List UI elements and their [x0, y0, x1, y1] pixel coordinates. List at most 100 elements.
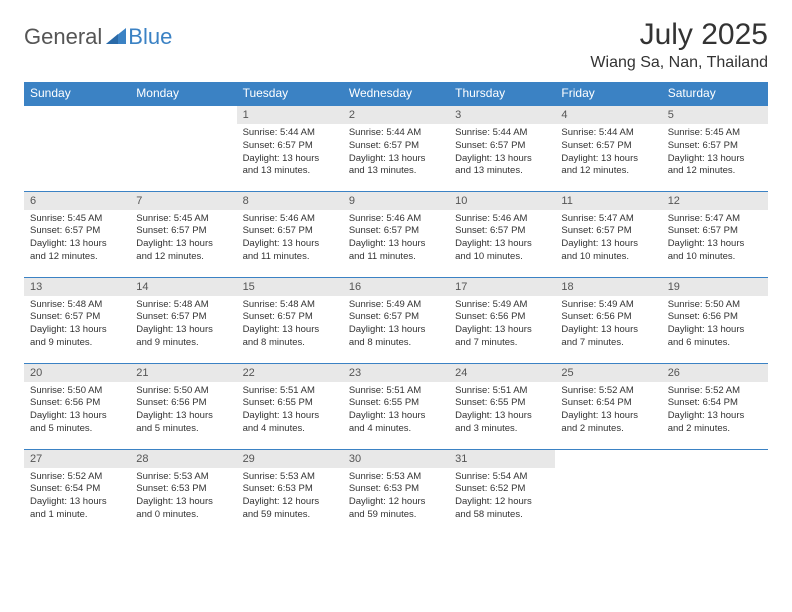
day-details: Sunrise: 5:45 AMSunset: 6:57 PMDaylight:…	[24, 210, 130, 268]
daylight-text: Daylight: 13 hours and 12 minutes.	[30, 238, 124, 264]
daylight-text: Daylight: 13 hours and 13 minutes.	[349, 153, 443, 179]
sunrise-text: Sunrise: 5:45 AM	[30, 213, 124, 226]
daylight-text: Daylight: 13 hours and 8 minutes.	[349, 324, 443, 350]
brand-part2: Blue	[128, 24, 172, 50]
sunset-text: Sunset: 6:57 PM	[30, 225, 124, 238]
day-details: Sunrise: 5:54 AMSunset: 6:52 PMDaylight:…	[449, 468, 555, 526]
sunset-text: Sunset: 6:57 PM	[243, 311, 337, 324]
day-number: 12	[662, 192, 768, 210]
daylight-text: Daylight: 13 hours and 7 minutes.	[455, 324, 549, 350]
calendar-cell: 20Sunrise: 5:50 AMSunset: 6:56 PMDayligh…	[24, 363, 130, 449]
sunrise-text: Sunrise: 5:47 AM	[561, 213, 655, 226]
brand-triangle-icon	[106, 26, 126, 49]
location-text: Wiang Sa, Nan, Thailand	[590, 54, 768, 72]
sunrise-text: Sunrise: 5:49 AM	[561, 299, 655, 312]
day-number: 3	[449, 106, 555, 124]
calendar-cell: 14Sunrise: 5:48 AMSunset: 6:57 PMDayligh…	[130, 277, 236, 363]
day-details: Sunrise: 5:48 AMSunset: 6:57 PMDaylight:…	[130, 296, 236, 354]
day-details: Sunrise: 5:47 AMSunset: 6:57 PMDaylight:…	[555, 210, 661, 268]
sunset-text: Sunset: 6:57 PM	[30, 311, 124, 324]
day-details: Sunrise: 5:51 AMSunset: 6:55 PMDaylight:…	[343, 382, 449, 440]
calendar-cell: 26Sunrise: 5:52 AMSunset: 6:54 PMDayligh…	[662, 363, 768, 449]
daylight-text: Daylight: 12 hours and 59 minutes.	[243, 496, 337, 522]
daylight-text: Daylight: 13 hours and 3 minutes.	[455, 410, 549, 436]
daylight-text: Daylight: 13 hours and 12 minutes.	[561, 153, 655, 179]
sunset-text: Sunset: 6:57 PM	[349, 311, 443, 324]
day-number	[555, 450, 661, 456]
daylight-text: Daylight: 13 hours and 4 minutes.	[243, 410, 337, 436]
sunrise-text: Sunrise: 5:52 AM	[561, 385, 655, 398]
calendar-cell: 22Sunrise: 5:51 AMSunset: 6:55 PMDayligh…	[237, 363, 343, 449]
calendar-cell: 28Sunrise: 5:53 AMSunset: 6:53 PMDayligh…	[130, 449, 236, 535]
sunrise-text: Sunrise: 5:50 AM	[668, 299, 762, 312]
daylight-text: Daylight: 13 hours and 2 minutes.	[561, 410, 655, 436]
day-details: Sunrise: 5:48 AMSunset: 6:57 PMDaylight:…	[24, 296, 130, 354]
calendar-cell: 23Sunrise: 5:51 AMSunset: 6:55 PMDayligh…	[343, 363, 449, 449]
calendar-cell: 2Sunrise: 5:44 AMSunset: 6:57 PMDaylight…	[343, 105, 449, 191]
day-number: 14	[130, 278, 236, 296]
day-details: Sunrise: 5:49 AMSunset: 6:56 PMDaylight:…	[449, 296, 555, 354]
calendar-cell: 31Sunrise: 5:54 AMSunset: 6:52 PMDayligh…	[449, 449, 555, 535]
sunset-text: Sunset: 6:57 PM	[561, 140, 655, 153]
day-number: 10	[449, 192, 555, 210]
day-details: Sunrise: 5:51 AMSunset: 6:55 PMDaylight:…	[449, 382, 555, 440]
sunset-text: Sunset: 6:56 PM	[136, 397, 230, 410]
sunrise-text: Sunrise: 5:49 AM	[455, 299, 549, 312]
brand-part1: General	[24, 24, 102, 50]
day-number: 13	[24, 278, 130, 296]
day-details: Sunrise: 5:52 AMSunset: 6:54 PMDaylight:…	[662, 382, 768, 440]
calendar-week-row: 27Sunrise: 5:52 AMSunset: 6:54 PMDayligh…	[24, 449, 768, 535]
day-details: Sunrise: 5:45 AMSunset: 6:57 PMDaylight:…	[130, 210, 236, 268]
day-number: 26	[662, 364, 768, 382]
daylight-text: Daylight: 13 hours and 11 minutes.	[243, 238, 337, 264]
sunset-text: Sunset: 6:57 PM	[668, 225, 762, 238]
day-details: Sunrise: 5:44 AMSunset: 6:57 PMDaylight:…	[555, 124, 661, 182]
sunrise-text: Sunrise: 5:46 AM	[243, 213, 337, 226]
day-number: 11	[555, 192, 661, 210]
sunset-text: Sunset: 6:57 PM	[136, 311, 230, 324]
daylight-text: Daylight: 13 hours and 9 minutes.	[30, 324, 124, 350]
sunrise-text: Sunrise: 5:53 AM	[349, 471, 443, 484]
sunset-text: Sunset: 6:57 PM	[561, 225, 655, 238]
sunset-text: Sunset: 6:54 PM	[668, 397, 762, 410]
day-number: 29	[237, 450, 343, 468]
day-header: Thursday	[449, 82, 555, 105]
sunset-text: Sunset: 6:53 PM	[349, 483, 443, 496]
daylight-text: Daylight: 13 hours and 8 minutes.	[243, 324, 337, 350]
sunrise-text: Sunrise: 5:52 AM	[30, 471, 124, 484]
daylight-text: Daylight: 13 hours and 13 minutes.	[243, 153, 337, 179]
sunrise-text: Sunrise: 5:53 AM	[243, 471, 337, 484]
calendar-week-row: 13Sunrise: 5:48 AMSunset: 6:57 PMDayligh…	[24, 277, 768, 363]
calendar-cell: 21Sunrise: 5:50 AMSunset: 6:56 PMDayligh…	[130, 363, 236, 449]
day-details: Sunrise: 5:50 AMSunset: 6:56 PMDaylight:…	[24, 382, 130, 440]
calendar-cell: 3Sunrise: 5:44 AMSunset: 6:57 PMDaylight…	[449, 105, 555, 191]
calendar-week-row: 20Sunrise: 5:50 AMSunset: 6:56 PMDayligh…	[24, 363, 768, 449]
sunrise-text: Sunrise: 5:49 AM	[349, 299, 443, 312]
calendar-cell: 5Sunrise: 5:45 AMSunset: 6:57 PMDaylight…	[662, 105, 768, 191]
day-number: 22	[237, 364, 343, 382]
calendar-cell: 29Sunrise: 5:53 AMSunset: 6:53 PMDayligh…	[237, 449, 343, 535]
sunset-text: Sunset: 6:57 PM	[349, 225, 443, 238]
calendar-cell: 18Sunrise: 5:49 AMSunset: 6:56 PMDayligh…	[555, 277, 661, 363]
day-number: 25	[555, 364, 661, 382]
day-number: 21	[130, 364, 236, 382]
sunrise-text: Sunrise: 5:46 AM	[349, 213, 443, 226]
day-number: 31	[449, 450, 555, 468]
calendar-cell: 12Sunrise: 5:47 AMSunset: 6:57 PMDayligh…	[662, 191, 768, 277]
day-details: Sunrise: 5:46 AMSunset: 6:57 PMDaylight:…	[343, 210, 449, 268]
daylight-text: Daylight: 13 hours and 10 minutes.	[561, 238, 655, 264]
calendar-cell	[130, 105, 236, 191]
calendar-cell: 7Sunrise: 5:45 AMSunset: 6:57 PMDaylight…	[130, 191, 236, 277]
day-header: Wednesday	[343, 82, 449, 105]
header: General Blue July 2025 Wiang Sa, Nan, Th…	[24, 18, 768, 72]
sunset-text: Sunset: 6:54 PM	[561, 397, 655, 410]
day-details: Sunrise: 5:45 AMSunset: 6:57 PMDaylight:…	[662, 124, 768, 182]
day-details: Sunrise: 5:44 AMSunset: 6:57 PMDaylight:…	[237, 124, 343, 182]
day-number: 15	[237, 278, 343, 296]
daylight-text: Daylight: 13 hours and 5 minutes.	[30, 410, 124, 436]
day-number: 6	[24, 192, 130, 210]
daylight-text: Daylight: 13 hours and 0 minutes.	[136, 496, 230, 522]
sunset-text: Sunset: 6:55 PM	[349, 397, 443, 410]
sunrise-text: Sunrise: 5:47 AM	[668, 213, 762, 226]
daylight-text: Daylight: 13 hours and 12 minutes.	[136, 238, 230, 264]
